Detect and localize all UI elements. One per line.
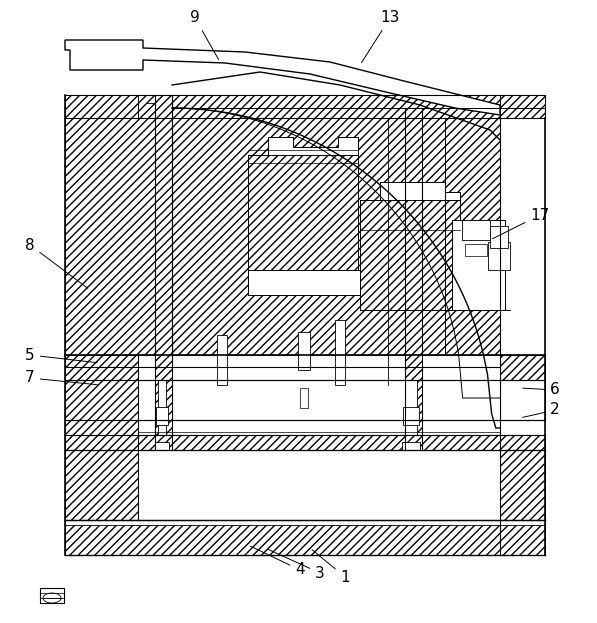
Text: 2: 2: [523, 402, 560, 417]
Polygon shape: [155, 95, 172, 450]
Bar: [65, 520, 545, 525]
Bar: [402, 442, 420, 450]
Polygon shape: [500, 355, 545, 380]
Text: 17: 17: [493, 207, 550, 239]
Polygon shape: [172, 108, 500, 355]
Bar: [298, 332, 310, 370]
Bar: [300, 388, 308, 408]
Bar: [335, 320, 345, 385]
Bar: [462, 220, 490, 240]
Bar: [217, 335, 227, 385]
Polygon shape: [65, 95, 172, 118]
Polygon shape: [65, 40, 500, 115]
Polygon shape: [360, 182, 460, 200]
Polygon shape: [500, 95, 545, 118]
Text: 13: 13: [362, 11, 399, 63]
Bar: [490, 226, 508, 248]
Polygon shape: [40, 588, 64, 603]
Polygon shape: [248, 270, 388, 295]
Polygon shape: [65, 435, 545, 450]
Text: 1: 1: [312, 549, 350, 584]
Polygon shape: [405, 108, 422, 450]
Polygon shape: [65, 355, 138, 435]
Text: 5: 5: [25, 348, 97, 363]
Polygon shape: [172, 95, 500, 118]
Bar: [465, 244, 487, 256]
Bar: [403, 407, 419, 425]
Polygon shape: [248, 137, 358, 155]
Text: 4: 4: [251, 546, 305, 578]
Text: 3: 3: [267, 549, 325, 581]
Bar: [405, 380, 417, 435]
Polygon shape: [65, 450, 138, 520]
Polygon shape: [360, 200, 460, 310]
Polygon shape: [452, 220, 505, 310]
Polygon shape: [500, 450, 545, 520]
Polygon shape: [248, 155, 358, 270]
Polygon shape: [65, 118, 172, 355]
Bar: [155, 442, 169, 450]
Text: 6: 6: [523, 383, 560, 397]
Bar: [488, 242, 510, 270]
Bar: [65, 380, 545, 420]
Text: 8: 8: [25, 237, 88, 288]
Bar: [156, 407, 168, 425]
Text: 7: 7: [25, 371, 97, 386]
Polygon shape: [65, 520, 545, 555]
Text: 9: 9: [190, 11, 219, 60]
Bar: [158, 380, 166, 435]
